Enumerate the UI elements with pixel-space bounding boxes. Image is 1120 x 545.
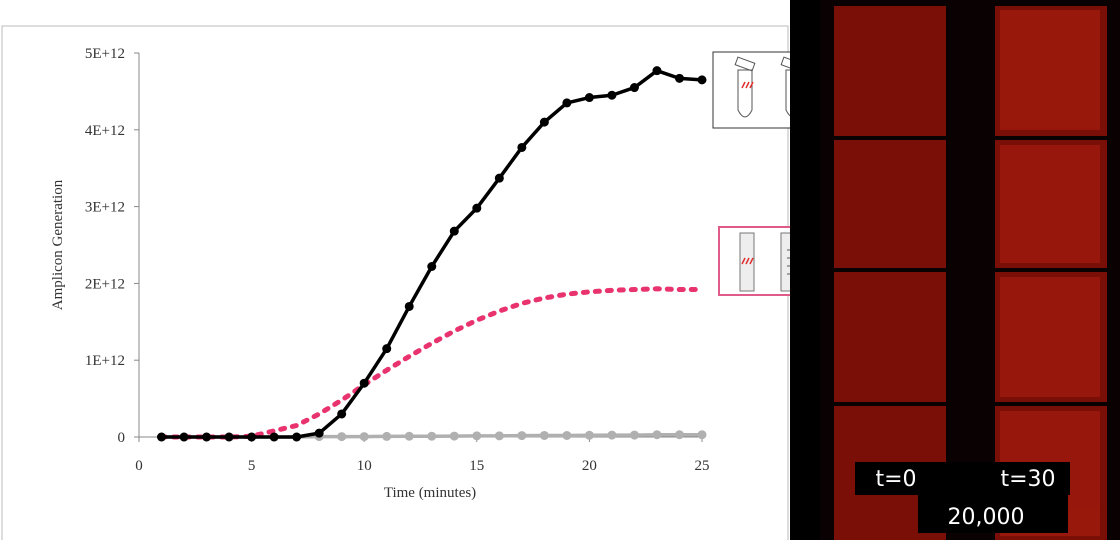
y-axis-title: Amplicon Generation <box>50 179 66 310</box>
data-point <box>314 428 324 438</box>
x-tick-label: 15 <box>469 458 484 474</box>
data-point <box>449 226 459 236</box>
data-point <box>697 75 707 85</box>
y-tick-label: 3E+12 <box>85 200 125 216</box>
data-point <box>539 430 549 440</box>
data-point <box>674 430 684 440</box>
data-point <box>404 301 414 311</box>
data-point <box>629 430 639 440</box>
x-tick-label: 0 <box>135 458 143 474</box>
data-point <box>517 431 527 441</box>
data-point <box>292 432 302 442</box>
fluorescence-panel: t=0 t=30 20,000 <box>790 0 1120 540</box>
data-point <box>427 431 437 441</box>
data-point <box>269 432 279 442</box>
data-point <box>157 432 167 442</box>
data-point <box>562 98 572 108</box>
x-axis-title: Time (minutes) <box>384 485 476 501</box>
data-point <box>472 431 482 441</box>
data-point <box>539 117 549 127</box>
data-point <box>607 90 617 100</box>
data-point <box>607 430 617 440</box>
x-tick-label: 10 <box>357 458 372 474</box>
data-point <box>629 83 639 93</box>
y-tick-label: 5E+12 <box>85 46 125 62</box>
y-tick-label: 4E+12 <box>85 123 125 139</box>
x-tick-label: 25 <box>695 458 710 474</box>
data-point <box>449 431 459 441</box>
data-point <box>494 431 504 441</box>
data-point <box>179 432 189 442</box>
data-point <box>517 142 527 152</box>
panel-label: t=0 <box>875 467 916 492</box>
data-point <box>674 73 684 83</box>
y-tick-label: 0 <box>118 430 126 446</box>
data-point <box>584 430 594 440</box>
chart-frame <box>1 25 789 545</box>
panel-label: 20,000 <box>948 505 1025 530</box>
data-point <box>652 430 662 440</box>
data-point <box>584 93 594 103</box>
data-point <box>382 431 392 441</box>
data-point <box>472 203 482 213</box>
x-tick-label: 20 <box>582 458 597 474</box>
data-point <box>337 432 347 442</box>
data-point <box>697 430 707 440</box>
data-point <box>202 432 212 442</box>
data-point <box>224 432 234 442</box>
y-tick-label: 1E+12 <box>85 353 125 369</box>
data-point <box>359 378 369 388</box>
data-point <box>427 262 437 272</box>
data-point <box>247 432 257 442</box>
data-point <box>359 432 369 442</box>
data-point <box>562 430 572 440</box>
x-tick-label: 5 <box>248 458 256 474</box>
y-tick-label: 2E+12 <box>85 276 125 292</box>
plot: 0 1E+12 2E+12 3E+12 4E+12 5E+12 0 5 10 15 20 25 <box>85 46 710 474</box>
data-point <box>337 409 347 419</box>
data-point <box>404 431 414 441</box>
panel-label: t=30 <box>1000 467 1055 492</box>
data-point <box>652 66 662 76</box>
data-point <box>382 344 392 354</box>
data-point <box>494 173 504 183</box>
